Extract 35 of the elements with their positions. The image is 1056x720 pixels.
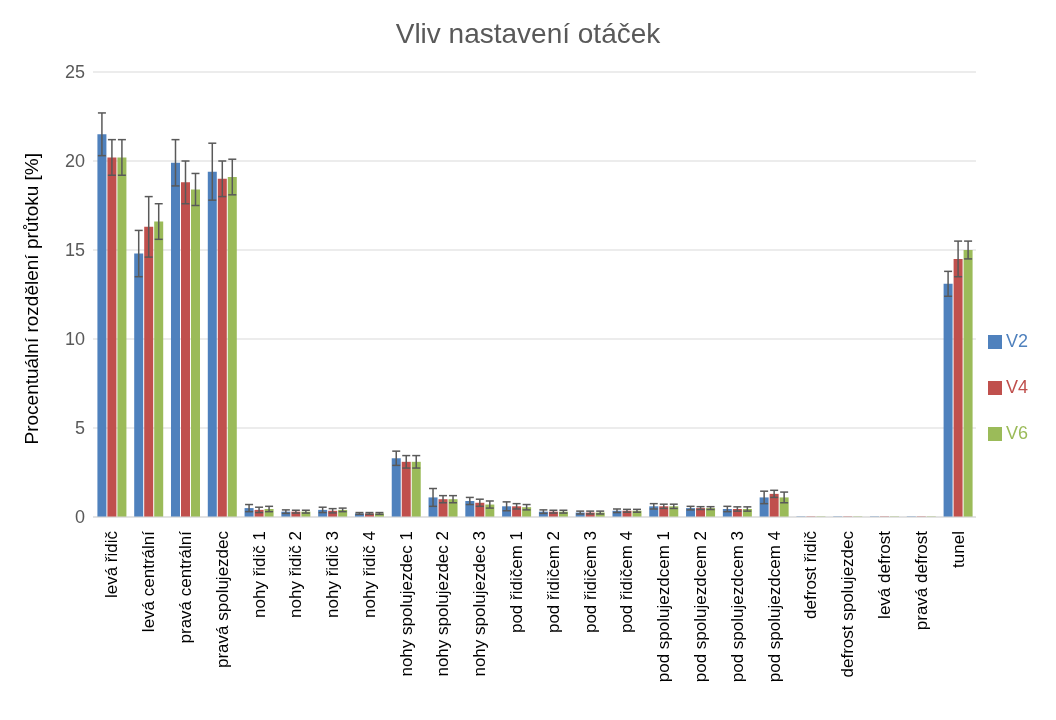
x-tick-label: tunel xyxy=(948,531,968,568)
x-tick-label: pod řidičem 1 xyxy=(507,531,527,634)
x-tick-label: nohy spolujezdec 3 xyxy=(470,531,490,677)
legend-label: V4 xyxy=(1005,377,1028,397)
x-tick-label: levá defrost xyxy=(874,530,894,619)
y-tick-label: 25 xyxy=(64,62,85,83)
x-tick-label: levá centrální xyxy=(139,530,159,633)
x-tick-label: pod řidičem 4 xyxy=(617,531,637,634)
x-tick-label: nohy řidič 4 xyxy=(359,531,379,618)
y-tick-label: 5 xyxy=(74,418,85,439)
x-tick-label: defrost spolujezdec xyxy=(838,530,858,678)
x-tick-label: defrost řidič xyxy=(801,530,821,619)
x-tick-label: pravá spolujezdec xyxy=(212,530,232,669)
y-tick-label: 10 xyxy=(64,329,85,350)
x-tick-label: nohy spolujezdec 2 xyxy=(433,531,453,677)
x-tick-label: pod spolujezdcem 1 xyxy=(654,531,674,683)
x-tick-label: levá řidič xyxy=(102,530,122,599)
x-tick-label: nohy spolujezdec 1 xyxy=(396,531,416,677)
x-tick-label: pod řidičem 3 xyxy=(580,531,600,634)
y-axis-title: Procentuální rozdělení průtoku [%] xyxy=(20,152,42,445)
x-tick-label: nohy řidič 2 xyxy=(286,531,306,618)
legend-label: V6 xyxy=(1005,423,1028,443)
chart-title: Vliv nastavení otáček xyxy=(394,17,662,51)
x-tick-label: pravá centrální xyxy=(175,530,195,644)
x-tick-label: pod spolujezdcem 3 xyxy=(727,531,747,683)
y-tick-label: 20 xyxy=(64,151,85,172)
legend-label: V2 xyxy=(1005,331,1028,351)
x-tick-label: pod řidičem 2 xyxy=(543,531,563,634)
x-tick-label: pravá defrost xyxy=(911,530,931,631)
x-tick-label: pod spolujezdcem 2 xyxy=(690,531,710,683)
x-tick-label: pod spolujezdcem 4 xyxy=(764,531,784,683)
y-tick-label: 15 xyxy=(64,240,85,261)
y-tick-label: 0 xyxy=(74,507,85,528)
x-tick-label: nohy řidič 1 xyxy=(249,531,269,618)
x-tick-label: nohy řidič 3 xyxy=(323,531,343,618)
